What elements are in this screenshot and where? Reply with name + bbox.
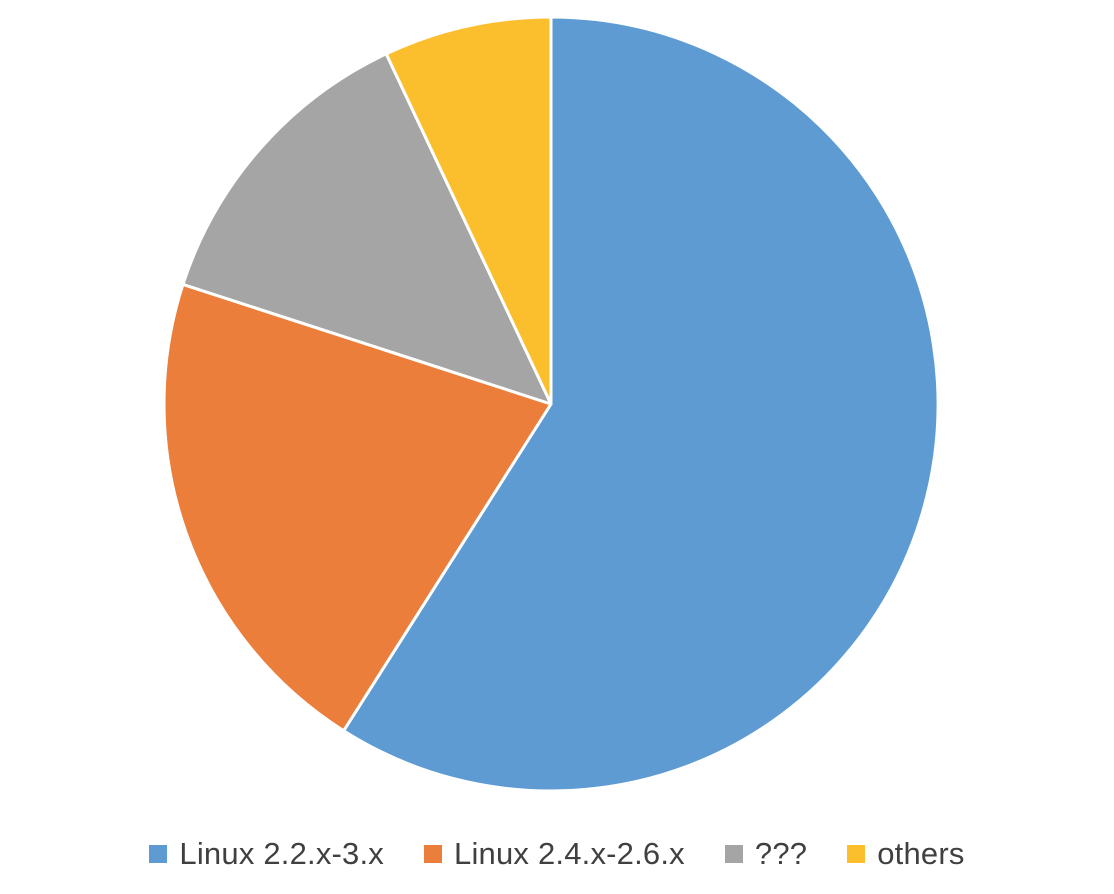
pie-slice-linux-2-2-x-3-x <box>342 15 940 793</box>
legend-item-others: others <box>847 836 964 872</box>
pie-slice-linux-2-4-x-2-6-x <box>162 282 553 733</box>
legend-swatch <box>724 845 743 863</box>
chart-legend: Linux 2.2.x-3.x Linux 2.4.x-2.6.x ??? ot… <box>0 828 1114 880</box>
legend-item-unknown: ??? <box>724 836 808 872</box>
legend-swatch <box>149 845 168 863</box>
legend-swatch <box>424 845 443 863</box>
legend-label: others <box>877 836 965 871</box>
pie-slice-others <box>384 15 553 406</box>
pie-slice- <box>181 52 553 406</box>
legend-label: Linux 2.4.x-2.6.x <box>454 836 685 871</box>
legend-label: ??? <box>754 836 808 871</box>
legend-item-linux-2-4: Linux 2.4.x-2.6.x <box>424 836 685 872</box>
pie-chart-plot <box>162 15 940 793</box>
legend-label: Linux 2.2.x-3.x <box>179 836 385 871</box>
legend-swatch <box>847 845 866 863</box>
legend-item-linux-2-2: Linux 2.2.x-3.x <box>149 836 384 872</box>
